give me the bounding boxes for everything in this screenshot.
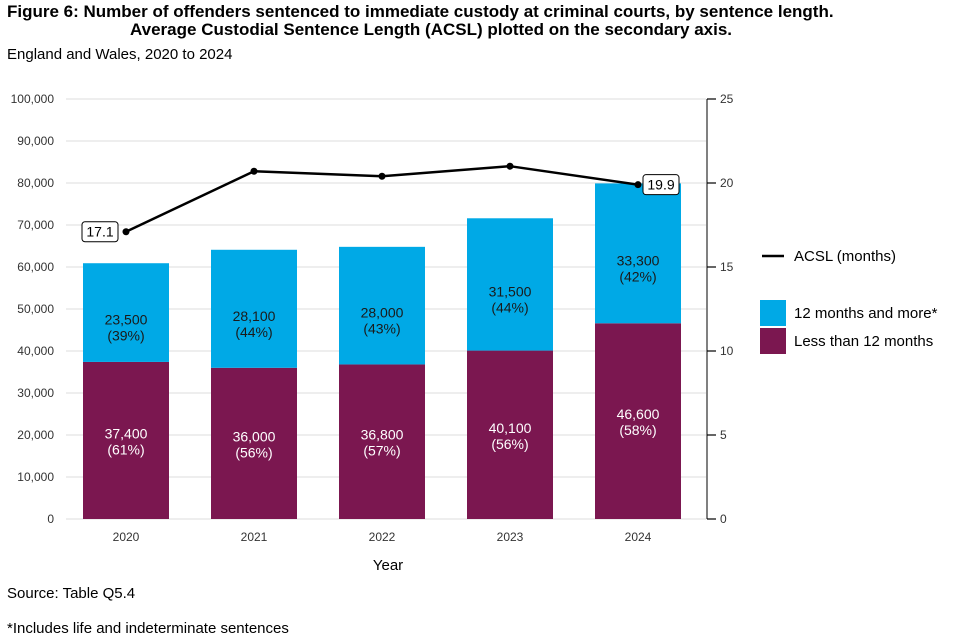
y-tick-label: 40,000 [17,344,54,358]
bar-12-months-and-more [83,263,169,362]
data-label-12-plus-percent: (44%) [235,324,272,340]
chart-title-line-2: Average Custodial Sentence Length (ACSL)… [130,20,733,39]
source-note: Source: Table Q5.4 [7,585,136,602]
data-label-12-plus-percent: (39%) [107,328,144,344]
x-axis: 2020 2021 2022 2023 2024 [113,530,652,544]
y2-tick-label: 10 [720,344,734,358]
y-axis-primary: 0 10,000 20,000 30,000 40,000 50,000 60,000 70,… [11,92,55,526]
y-tick-label: 10,000 [17,470,54,484]
data-label-less-than-12: 46,600 [617,406,660,422]
bar-labels: 37,400(61%)23,500(39%)36,000(56%)28,100(… [105,252,660,460]
acsl-data-label: 19.9 [647,177,674,193]
y-axis-secondary: 0 5 10 15 20 25 [706,92,734,526]
data-label-less-than-12-percent: (57%) [363,443,400,459]
data-label-12-plus: 28,100 [233,308,276,324]
bar-less-than-12-months [467,350,553,519]
legend-swatch-12-plus [760,300,786,326]
acsl-point [378,172,386,180]
bar-12-months-and-more [339,246,425,365]
legend-label-12-plus: 12 months and more* [794,305,938,322]
data-label-12-plus: 31,500 [489,283,532,299]
acsl-data-label: 17.1 [86,224,113,240]
y-tick-label: 100,000 [11,92,55,106]
acsl-label-box [81,221,119,243]
acsl-point [506,162,514,170]
bar-less-than-12-months [83,361,169,519]
y2-tick-label: 15 [720,260,734,274]
x-tick-label: 2024 [625,530,652,544]
y-tick-label: 30,000 [17,386,54,400]
data-label-12-plus-percent: (44%) [491,299,528,315]
y2-tick-label: 20 [720,176,734,190]
y-tick-label: 50,000 [17,302,54,316]
bar-less-than-12-months [211,367,297,519]
data-label-12-plus-percent: (43%) [363,321,400,337]
data-label-12-plus: 28,000 [361,305,404,321]
bar-12-months-and-more [595,183,681,324]
y2-tick-label: 25 [720,92,734,106]
data-label-12-plus: 33,300 [617,252,660,268]
x-tick-label: 2023 [497,530,524,544]
data-label-12-plus: 23,500 [105,312,148,328]
acsl-point [122,228,130,236]
data-label-12-plus-percent: (42%) [619,268,656,284]
y-tick-label: 80,000 [17,176,54,190]
legend-label-less-than-12: Less than 12 months [794,333,933,350]
bar-less-than-12-months [339,364,425,519]
chart-subtitle: England and Wales, 2020 to 2024 [7,46,233,63]
acsl-label-box [642,174,680,196]
acsl-point [634,181,642,189]
chart-title-line-1: Figure 6: Number of offenders sentenced … [7,2,834,21]
legend: ACSL (months) 12 months and more* Less tha… [760,248,938,354]
y-tick-label: 90,000 [17,134,54,148]
x-axis-label: Year [373,557,403,574]
bar-less-than-12-months [595,323,681,519]
bar-12-months-and-more [467,218,553,351]
y2-tick-label: 5 [720,428,727,442]
data-label-less-than-12-percent: (56%) [491,436,528,452]
data-label-less-than-12-percent: (56%) [235,444,272,460]
data-label-less-than-12-percent: (61%) [107,441,144,457]
acsl-line: 17.1 19.9 [81,162,680,243]
data-label-less-than-12: 36,800 [361,427,404,443]
data-label-less-than-12: 36,000 [233,428,276,444]
y2-tick-label: 0 [720,512,727,526]
bars [83,183,681,519]
x-tick-label: 2022 [369,530,396,544]
stacked-bar-chart: 0 10,000 20,000 30,000 40,000 50,000 60,000 70,… [11,92,938,574]
data-label-less-than-12-percent: (58%) [619,422,656,438]
data-label-less-than-12: 37,400 [105,425,148,441]
acsl-point [250,167,258,175]
x-tick-label: 2021 [241,530,268,544]
footnote: *Includes life and indeterminate sentenc… [7,620,289,637]
x-tick-label: 2020 [113,530,140,544]
bar-12-months-and-more [211,249,297,368]
y-tick-label: 0 [47,512,54,526]
y-tick-label: 60,000 [17,260,54,274]
legend-label-acsl: ACSL (months) [794,248,896,265]
y-tick-label: 20,000 [17,428,54,442]
data-label-less-than-12: 40,100 [489,420,532,436]
legend-swatch-less-than-12 [760,328,786,354]
y-tick-label: 70,000 [17,218,54,232]
